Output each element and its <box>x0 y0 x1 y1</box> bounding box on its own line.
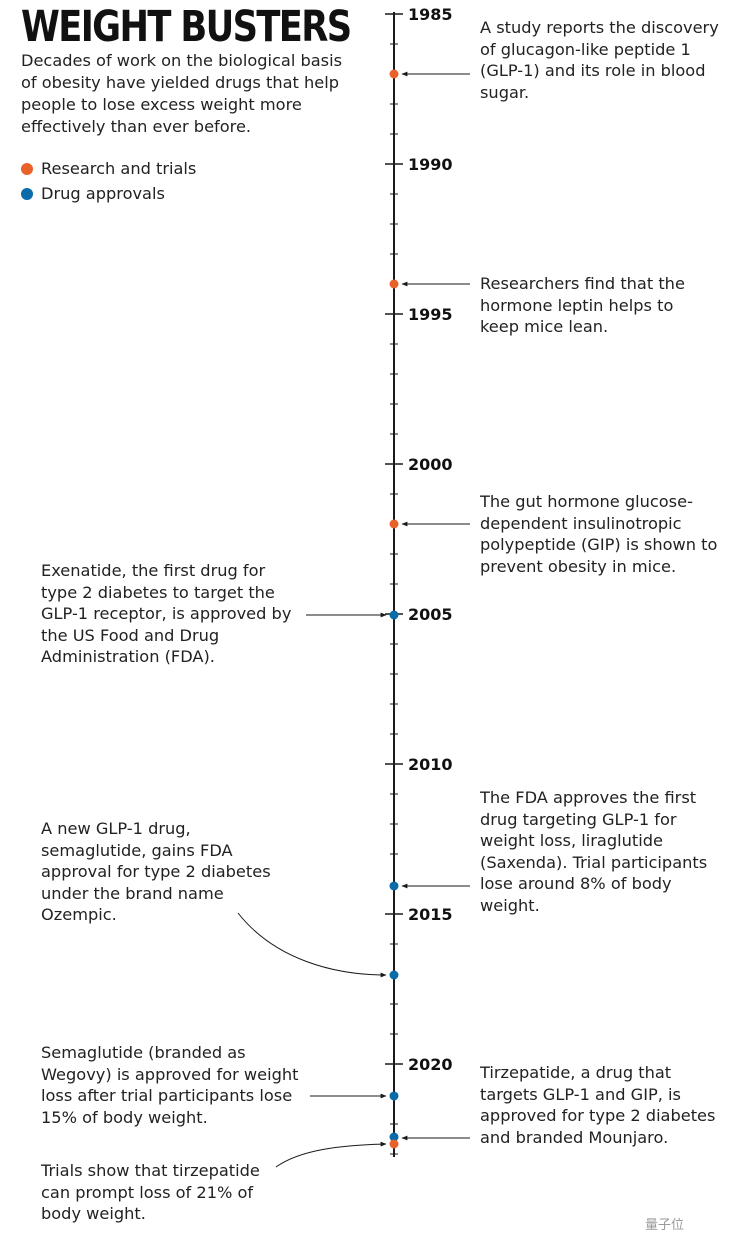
marker-exenatide <box>389 610 399 620</box>
year-label-1985: 1985 <box>408 5 453 24</box>
legend-item-approvals: Drug approvals <box>21 184 165 204</box>
event-text-saxenda: The FDA approves the first drug targetin… <box>480 788 708 915</box>
year-labels: 1985 1990 1995 2000 2005 2010 2015 2020 <box>408 5 453 1074</box>
marker-glp1 <box>389 69 399 79</box>
event-text-wegovy: Semaglutide (branded as Wegovy) is appro… <box>41 1043 299 1127</box>
event-text-gip: The gut hormone glucose-dependent insuli… <box>480 492 718 576</box>
watermark: 量子位 <box>645 1218 685 1233</box>
year-label-2020: 2020 <box>408 1055 453 1074</box>
event-text-ozempic: A new GLP-1 drug, semaglutide, gains FDA… <box>41 819 271 925</box>
event-text-tirzepatide-trials: Trials show that tirzepatide can prompt … <box>41 1161 260 1224</box>
marker-ozempic <box>389 970 399 980</box>
marker-wegovy <box>389 1091 399 1101</box>
event-text-exenatide: Exenatide, the first drug for type 2 dia… <box>41 561 292 667</box>
legend-dot-approvals <box>21 188 33 200</box>
marker-saxenda <box>389 881 399 891</box>
marker-tirzepatide-trials <box>389 1139 399 1149</box>
connector-ozempic <box>237 912 387 978</box>
event-markers <box>389 69 399 1149</box>
year-label-2015: 2015 <box>408 905 453 924</box>
marker-mounjaro <box>389 1132 399 1142</box>
legend-label-approvals: Drug approvals <box>41 184 165 203</box>
legend-item-research: Research and trials <box>21 159 196 179</box>
event-text-mounjaro: Tirzepatide, a drug that targets GLP-1 a… <box>480 1063 716 1147</box>
connector-tirzepatide-trials <box>275 1141 387 1168</box>
marker-gip <box>389 519 399 529</box>
year-label-2000: 2000 <box>408 455 453 474</box>
legend-label-research: Research and trials <box>41 159 197 178</box>
year-label-1995: 1995 <box>408 305 453 324</box>
event-connectors <box>237 71 470 1168</box>
legend-dot-research <box>21 163 33 175</box>
year-label-1990: 1990 <box>408 155 453 174</box>
year-label-2010: 2010 <box>408 755 453 774</box>
event-text-glp1: A study reports the discovery of glucago… <box>480 18 719 102</box>
subtitle: Decades of work on the biological basis … <box>21 51 343 136</box>
event-text-leptin: Researchers find that the hormone leptin… <box>480 274 685 337</box>
year-label-2005: 2005 <box>408 605 453 624</box>
page-title: WEIGHT BUSTERS <box>21 2 352 52</box>
marker-leptin <box>389 279 399 289</box>
